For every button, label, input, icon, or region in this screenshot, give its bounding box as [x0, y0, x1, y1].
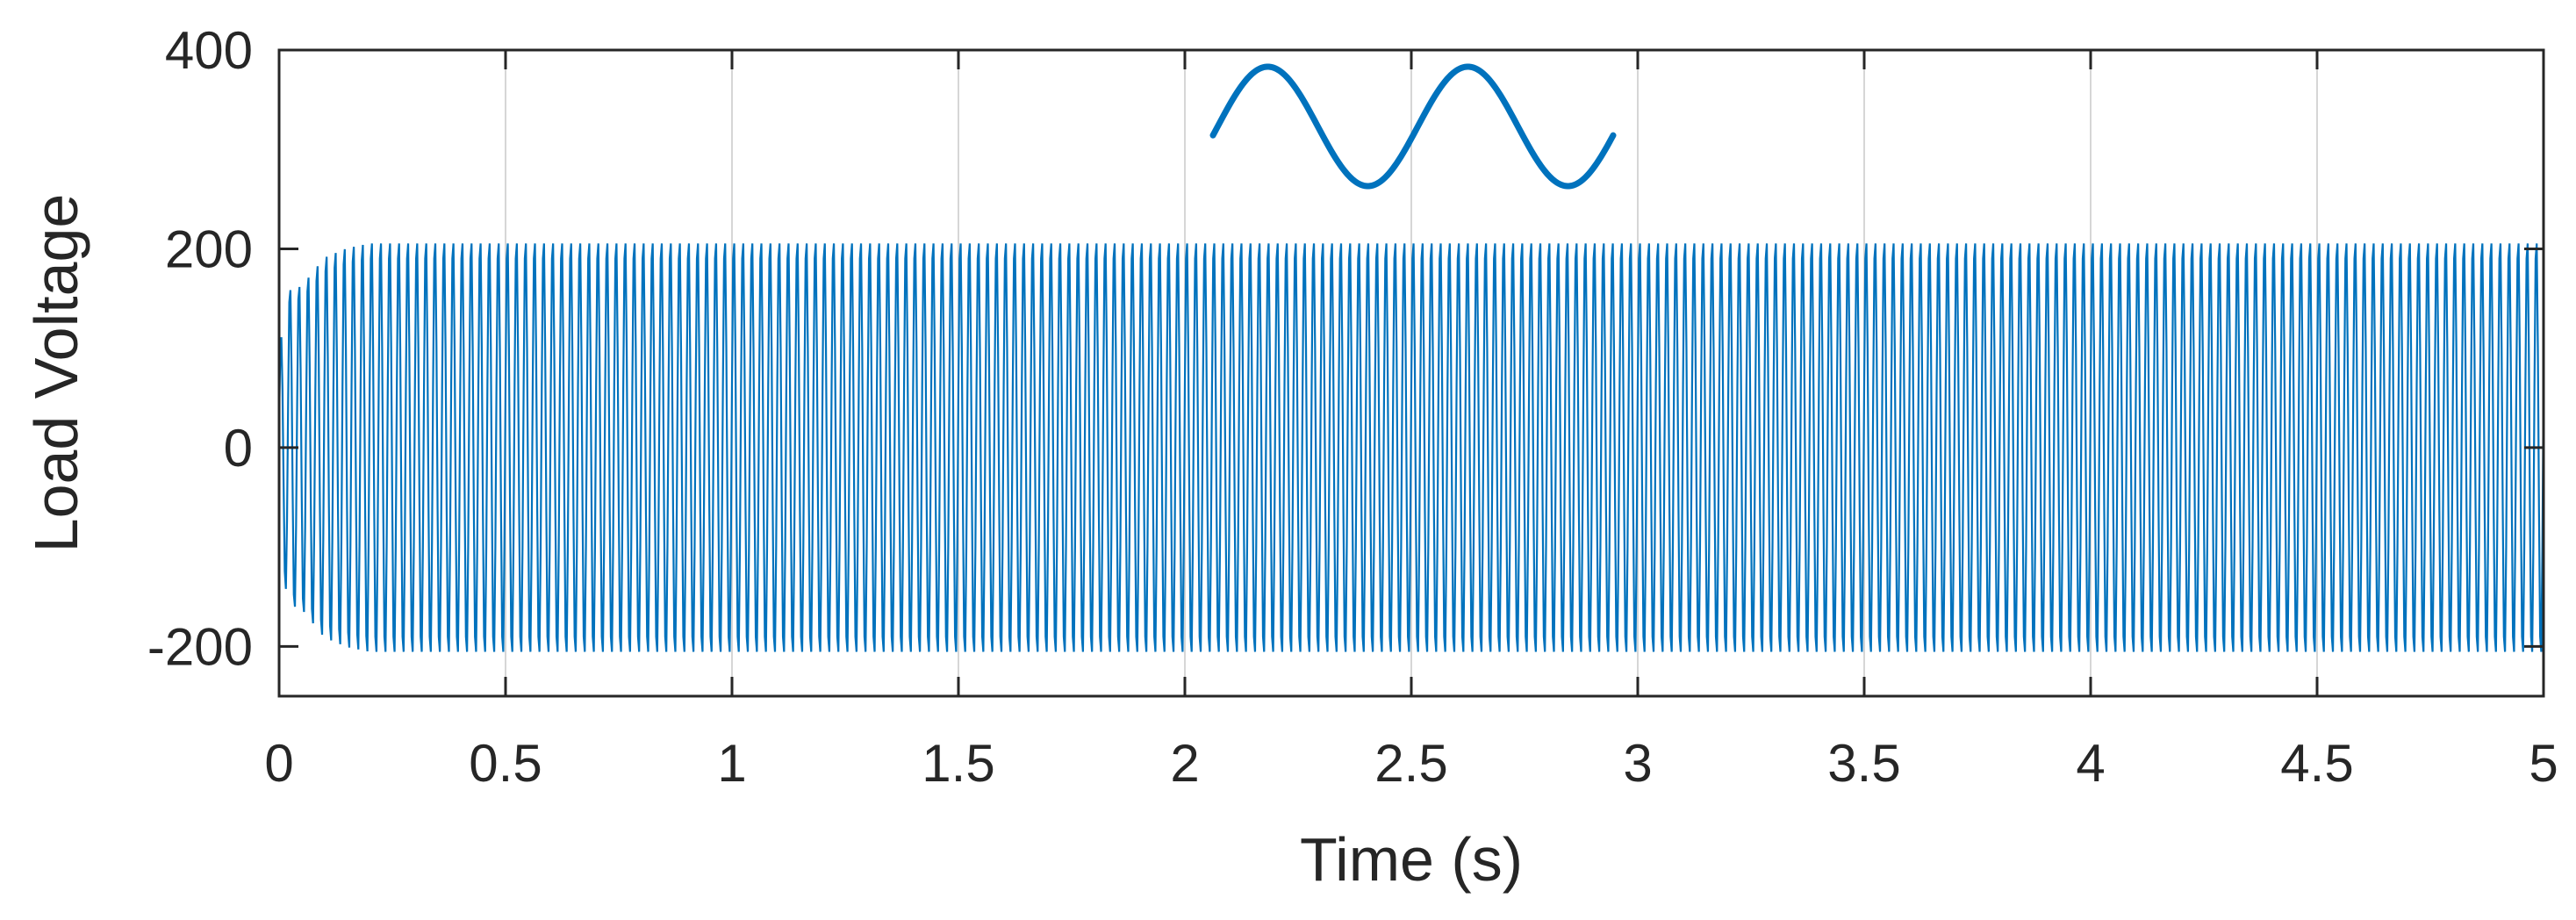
inset-sine-line: [1209, 63, 1617, 190]
x-tick-label-4: 2: [1170, 734, 1199, 793]
inset-zoom-sine: [1209, 63, 1617, 190]
x-tick-label-3: 1.5: [922, 734, 994, 793]
load-voltage-line: [277, 243, 2545, 652]
y-axis-ticks: 400 200 0 -200: [147, 21, 2544, 676]
x-axis-label: Time (s): [1300, 825, 1523, 894]
x-tick-label-7: 3.5: [1827, 734, 1900, 793]
x-axis-ticks: 0 0.5 1 1.5 2 2.5 3 3.5 4 4.5 5: [264, 50, 2558, 793]
y-tick-label-2: 0: [224, 419, 253, 478]
x-tick-label-5: 2.5: [1374, 734, 1447, 793]
x-tick-label-9: 4.5: [2280, 734, 2353, 793]
y-tick-label-3: -200: [147, 617, 253, 676]
load-voltage-series: [277, 243, 2545, 652]
y-tick-label-0: 400: [165, 21, 253, 80]
x-tick-label-1: 0.5: [469, 734, 542, 793]
x-tick-label-6: 3: [1623, 734, 1652, 793]
x-tick-label-0: 0: [264, 734, 293, 793]
x-tick-label-2: 1: [717, 734, 746, 793]
y-tick-label-1: 200: [165, 219, 253, 278]
y-axis-label: Load Voltage: [22, 194, 90, 553]
x-tick-label-8: 4: [2076, 734, 2105, 793]
x-tick-label-10: 5: [2529, 734, 2558, 793]
